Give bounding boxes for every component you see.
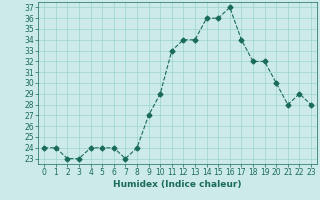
X-axis label: Humidex (Indice chaleur): Humidex (Indice chaleur): [113, 180, 242, 189]
